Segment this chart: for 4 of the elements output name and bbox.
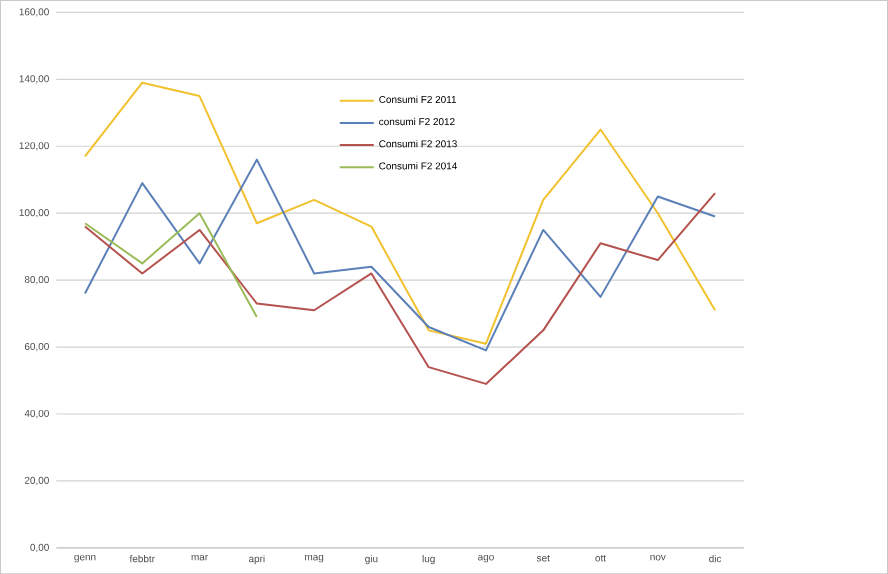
line-series xyxy=(83,192,717,385)
line-series xyxy=(83,81,717,345)
line-series xyxy=(83,158,717,352)
line-series xyxy=(83,212,258,318)
